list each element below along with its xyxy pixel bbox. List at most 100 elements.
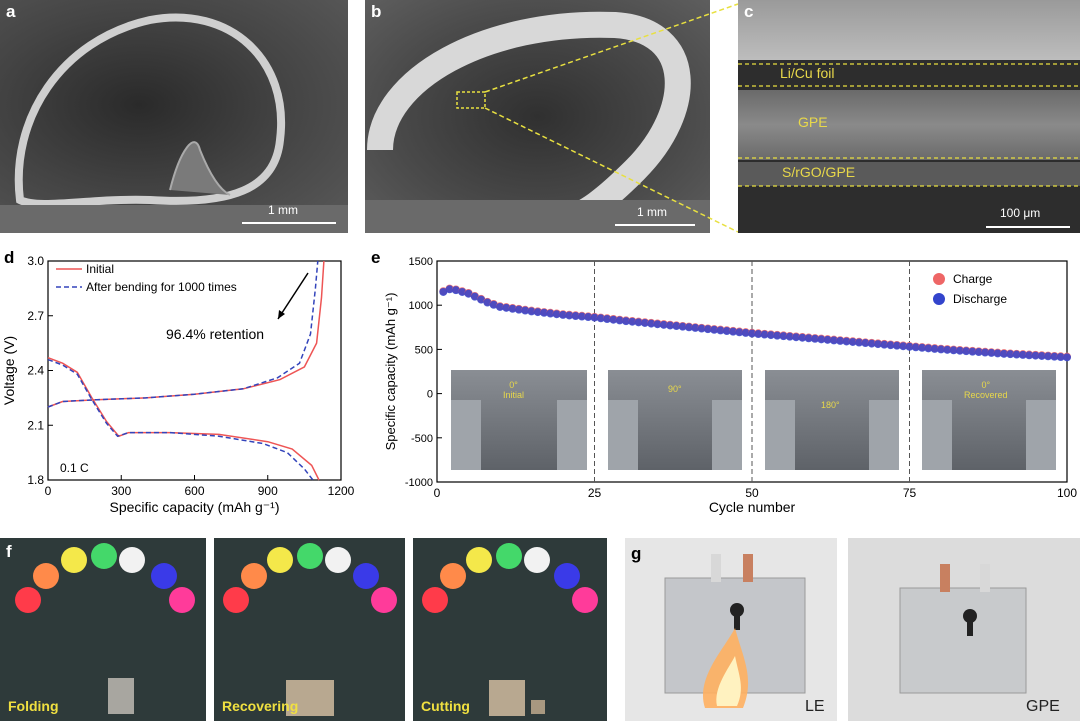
y-axis-title: Voltage (V)	[1, 336, 17, 405]
discharge-point	[451, 286, 460, 295]
discharge-point	[596, 314, 605, 323]
discharge-point	[716, 326, 725, 335]
film-loop-shape	[365, 11, 710, 233]
discharge-point	[911, 343, 920, 352]
inset-photo-recovered: 0° Recovered	[922, 370, 1056, 470]
discharge-point	[666, 321, 675, 330]
legend-label: Initial	[86, 262, 114, 276]
cathode-layer	[738, 162, 1080, 186]
panel-b-label: b	[371, 2, 382, 21]
discharge-point	[779, 332, 788, 341]
y-axis-title: Specific capacity (mAh g⁻¹)	[383, 293, 398, 451]
x-tick-label: 0	[45, 484, 52, 498]
discharge-point	[502, 303, 511, 312]
discharge-point	[874, 340, 882, 349]
discharge-point	[836, 336, 845, 345]
y-tick-label: 1500	[409, 256, 433, 268]
discharge-point	[1025, 351, 1034, 360]
photo-label-le: LE	[805, 698, 825, 715]
top-surface	[738, 0, 1080, 60]
discharge-point	[565, 311, 574, 320]
discharge-point	[470, 292, 479, 301]
discharge-point	[861, 339, 870, 348]
rate-note: 0.1 C	[60, 461, 89, 475]
y-tick-label: -1000	[405, 477, 433, 489]
panel-a-scale-bar	[242, 222, 336, 224]
discharge-point	[521, 306, 530, 315]
discharge-point	[559, 310, 567, 319]
discharge-point	[640, 318, 649, 327]
intact-pouch-cell	[899, 564, 1027, 694]
discharge-point	[672, 322, 681, 331]
gpe-layer	[738, 90, 1080, 160]
discharge-point	[590, 313, 599, 322]
panel-e-label: e	[371, 248, 381, 267]
discharge-point	[533, 308, 542, 317]
retention-arrowhead	[278, 310, 285, 319]
y-tick-label: -500	[411, 433, 433, 445]
photo-label-cutting: Cutting	[421, 698, 470, 714]
discharge-point	[880, 340, 889, 349]
discharge-point	[540, 308, 549, 317]
rolled-film-shape	[0, 13, 348, 233]
y-tick-label: 500	[415, 344, 433, 356]
burning-pouch-cell	[664, 554, 806, 708]
y-tick-label: 3.0	[27, 254, 44, 268]
discharge-point	[729, 327, 738, 336]
discharge-point	[628, 317, 637, 326]
x-tick-label: 50	[745, 486, 759, 500]
discharge-point	[577, 312, 586, 321]
layer-boundaries	[738, 63, 1080, 187]
photo-folding: Folding	[0, 538, 206, 721]
legend-label: Discharge	[953, 292, 1007, 306]
inset-text-recovered: 0° Recovered	[964, 380, 1008, 400]
discharge-point	[439, 287, 448, 296]
discharge-point	[962, 347, 971, 356]
discharge-point	[685, 323, 693, 332]
discharge-point	[741, 328, 750, 337]
discharge-point	[508, 304, 517, 313]
discharge-point	[514, 305, 523, 314]
discharge-point	[993, 349, 1002, 358]
y-tick-label: 2.4	[27, 364, 44, 378]
discharge-point	[603, 314, 612, 323]
discharge-point	[792, 333, 801, 342]
panel-c-label: c	[744, 2, 754, 21]
legend-label: After bending for 1000 times	[86, 280, 237, 294]
discharge-point	[955, 346, 964, 355]
y-tick-label: 2.1	[27, 418, 44, 432]
discharge-point	[1006, 350, 1015, 359]
discharge-point	[458, 287, 467, 296]
discharge-point	[974, 348, 983, 357]
discharge-point	[937, 345, 945, 354]
panel-a-sem-image: a 1 mm	[0, 0, 348, 233]
x-tick-label: 600	[184, 484, 204, 498]
discharge-point	[766, 331, 775, 340]
led-fan-folding	[15, 543, 195, 714]
inset-photo-90-degree: 90°	[608, 370, 742, 470]
discharge-point	[527, 307, 536, 316]
discharge-point	[855, 338, 864, 347]
photo-cutting: Cutting	[413, 538, 607, 721]
legend-marker	[933, 273, 945, 285]
discharge-point	[634, 318, 643, 327]
discharge-point	[653, 320, 662, 329]
photo-gel-polymer-electrolyte: GPE	[848, 538, 1080, 721]
y-tick-label: 2.7	[27, 309, 44, 323]
zoom-lines	[484, 3, 739, 233]
legend-label: Charge	[953, 272, 993, 286]
discharge-point	[886, 341, 895, 350]
discharge-point	[489, 300, 498, 309]
x-tick-label: 1200	[328, 484, 355, 498]
discharge-point	[659, 320, 668, 329]
discharge-point	[842, 337, 851, 346]
x-tick-label: 100	[1057, 486, 1077, 500]
panel-a-scale-text: 1 mm	[268, 203, 298, 217]
layer-label-s-rgo-gpe: S/rGO/GPE	[782, 164, 856, 180]
discharge-point	[943, 345, 952, 354]
discharge-point	[930, 344, 939, 353]
photo-recovering: Recovering	[214, 538, 405, 721]
discharge-point	[609, 315, 618, 324]
discharge-point	[1044, 352, 1053, 361]
discharge-point	[1000, 349, 1008, 358]
